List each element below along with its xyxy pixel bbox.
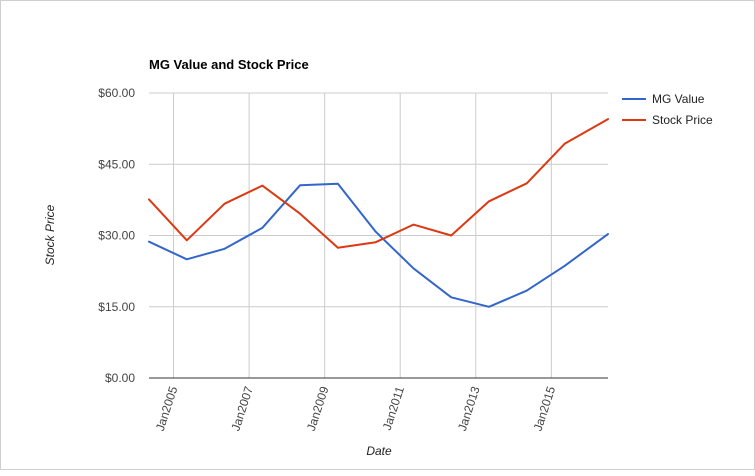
y-tick-label: $0.00 (105, 371, 135, 385)
y-axis-ticks: $0.00 $15.00 $30.00 $45.00 $60.00 (98, 86, 135, 385)
x-tick-label: Jan2013 (455, 384, 483, 432)
x-tick-label: Jan2015 (531, 384, 559, 432)
x-axis-label: Date (366, 444, 392, 458)
legend: MG Value Stock Price (622, 92, 713, 127)
y-axis-label: Stock Price (43, 204, 57, 265)
x-axis-ticks: Jan2005 Jan2007 Jan2009 Jan2011 Jan2013 Jan20… (153, 384, 558, 432)
y-tick-label: $45.00 (98, 157, 135, 171)
legend-label: MG Value (652, 92, 705, 106)
y-tick-label: $15.00 (98, 300, 135, 314)
y-tick-label: $60.00 (98, 86, 135, 100)
series-line-stock-price (148, 118, 609, 249)
x-tick-label: Jan2011 (380, 384, 407, 432)
series-line-mg-value (148, 182, 609, 308)
chart-title: MG Value and Stock Price (149, 57, 309, 72)
series-lines (148, 118, 609, 308)
y-tick-label: $30.00 (98, 229, 135, 243)
x-tick-label: Jan2009 (304, 384, 332, 432)
x-tick-label: Jan2005 (153, 384, 181, 432)
legend-label: Stock Price (652, 113, 713, 127)
x-tick-label: Jan2007 (228, 384, 256, 432)
